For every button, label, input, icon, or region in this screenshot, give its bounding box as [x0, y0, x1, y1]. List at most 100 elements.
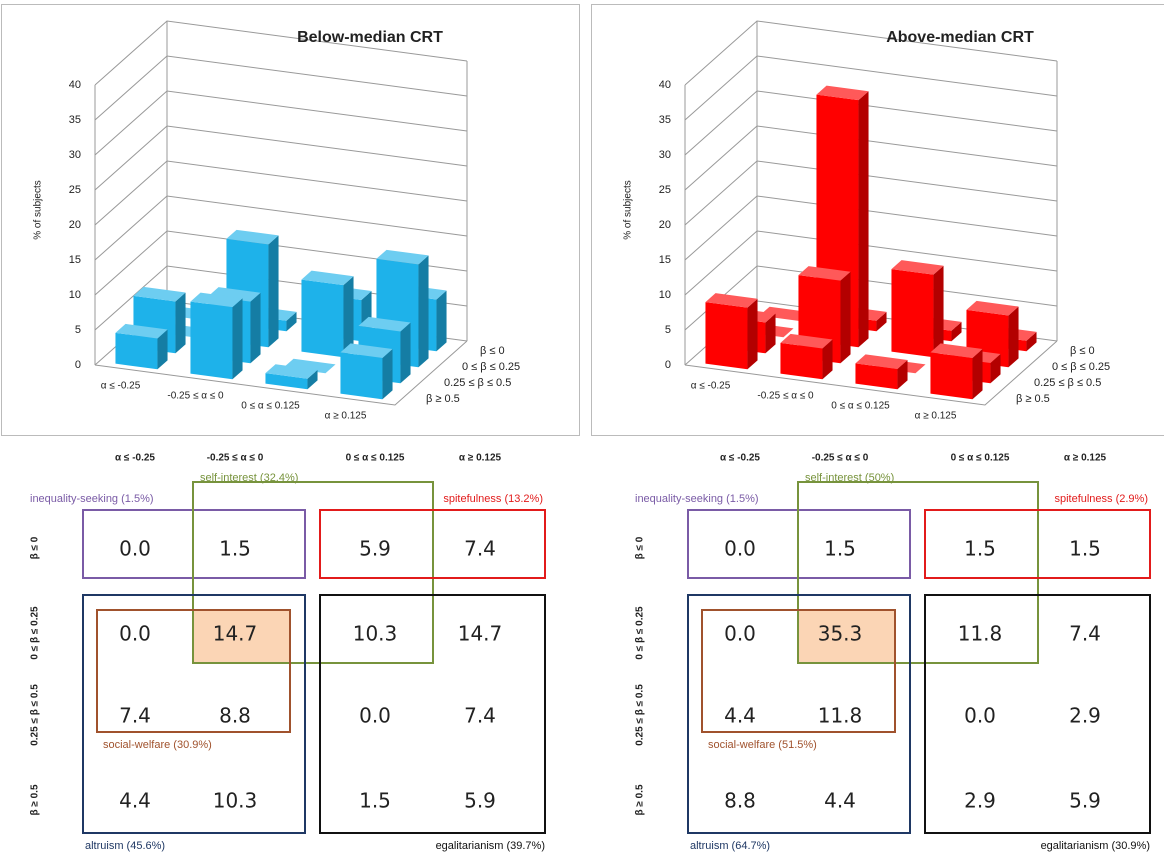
- column-header: α ≥ 0.125: [1064, 453, 1107, 464]
- depth-tick-label: β ≥ 0.5: [426, 393, 460, 405]
- group-label: spitefulness (13.2%): [443, 493, 543, 505]
- bar-side: [933, 266, 943, 358]
- bar: [190, 293, 242, 380]
- column-header: α ≤ -0.25: [115, 453, 155, 464]
- y-tick-label: 20: [659, 219, 671, 231]
- y-axis-label: % of subjects: [623, 180, 634, 239]
- cell-value: 1.5: [1069, 537, 1101, 561]
- x-tick-label: 0 ≤ α ≤ 0.125: [831, 401, 890, 412]
- cell-value: 1.5: [359, 789, 391, 813]
- bar-side: [436, 291, 446, 352]
- column-header: α ≤ -0.25: [720, 453, 760, 464]
- column-header: α ≥ 0.125: [459, 453, 502, 464]
- cell-value: 14.7: [213, 622, 258, 646]
- y-tick-label: 0: [75, 359, 81, 371]
- bar: [780, 334, 832, 379]
- x-tick-label: α ≥ 0.125: [915, 411, 957, 422]
- bar: [855, 354, 907, 389]
- x-tick-label: 0 ≤ α ≤ 0.125: [241, 401, 300, 412]
- cell-value: 5.9: [359, 537, 391, 561]
- depth-tick-label: β ≤ 0: [1070, 345, 1095, 357]
- cell-value: 8.8: [219, 704, 251, 728]
- cell-value: 0.0: [964, 704, 996, 728]
- x-tick-label: -0.25 ≤ α ≤ 0: [167, 391, 224, 402]
- cell-value: 1.5: [964, 537, 996, 561]
- y-tick-label: 10: [69, 289, 81, 301]
- bar: [115, 324, 167, 369]
- cell-value: 0.0: [724, 622, 756, 646]
- x-tick-label: α ≤ -0.25: [691, 381, 731, 392]
- column-header: 0 ≤ α ≤ 0.125: [951, 453, 1010, 464]
- cell-value: 11.8: [958, 622, 1003, 646]
- bar-front: [891, 269, 933, 357]
- group-label: altruism (64.7%): [690, 840, 770, 852]
- group-label: spitefulness (2.9%): [1054, 493, 1148, 505]
- bar-side: [232, 298, 242, 379]
- bar-side: [840, 272, 850, 364]
- y-tick-label: 20: [69, 219, 81, 231]
- group-label: self-interest (32.4%): [200, 472, 298, 484]
- bar-front: [780, 343, 822, 379]
- chart-title: Below-median CRT: [297, 29, 443, 46]
- cell-value: 2.9: [1069, 704, 1101, 728]
- row-header: β ≥ 0.5: [635, 784, 646, 815]
- column-header: -0.25 ≤ α ≤ 0: [812, 453, 869, 464]
- cell-value: 7.4: [119, 704, 151, 728]
- group-label: egalitarianism (39.7%): [436, 840, 545, 852]
- bar-side: [418, 255, 428, 367]
- bar: [340, 343, 392, 399]
- cell-value: 2.9: [964, 789, 996, 813]
- bar-side: [1008, 307, 1018, 368]
- column-header: -0.25 ≤ α ≤ 0: [207, 453, 264, 464]
- cell-value: 5.9: [1069, 789, 1101, 813]
- row-header: 0.25 ≤ β ≤ 0.5: [30, 684, 41, 746]
- cell-value: 35.3: [818, 622, 863, 646]
- cell-value: 4.4: [724, 704, 756, 728]
- bar-side: [747, 299, 757, 370]
- group-label: social-welfare (30.9%): [103, 739, 212, 751]
- y-tick-label: 15: [659, 254, 671, 266]
- y-tick-label: 30: [659, 149, 671, 161]
- row-header: β ≤ 0: [30, 536, 41, 559]
- x-tick-label: α ≥ 0.125: [325, 411, 367, 422]
- cell-value: 0.0: [119, 537, 151, 561]
- depth-tick-label: 0 ≤ β ≤ 0.25: [462, 361, 520, 373]
- x-tick-label: α ≤ -0.25: [101, 381, 141, 392]
- cell-value: 5.9: [464, 789, 496, 813]
- cell-value: 1.5: [219, 537, 251, 561]
- cell-value: 4.4: [824, 789, 856, 813]
- cell-value: 10.3: [353, 622, 398, 646]
- y-tick-label: 35: [659, 114, 671, 126]
- row-header: β ≤ 0: [635, 536, 646, 559]
- y-axis-label: % of subjects: [33, 180, 44, 239]
- bar-side: [268, 235, 278, 347]
- cell-value: 8.8: [724, 789, 756, 813]
- cell-value: 1.5: [824, 537, 856, 561]
- depth-tick-label: β ≤ 0: [480, 345, 505, 357]
- x-tick-label: -0.25 ≤ α ≤ 0: [757, 391, 814, 402]
- y-tick-label: 30: [69, 149, 81, 161]
- cell-value: 7.4: [1069, 622, 1101, 646]
- bar-front: [930, 352, 972, 399]
- depth-tick-label: 0.25 ≤ β ≤ 0.5: [1034, 377, 1101, 389]
- depth-tick-label: β ≥ 0.5: [1016, 393, 1050, 405]
- cell-value: 4.4: [119, 789, 151, 813]
- y-tick-label: 5: [665, 324, 671, 336]
- bar: [891, 260, 943, 357]
- bar-front: [301, 280, 343, 358]
- row-header: β ≥ 0.5: [30, 784, 41, 815]
- row-header: 0.25 ≤ β ≤ 0.5: [635, 684, 646, 746]
- y-tick-label: 40: [69, 79, 81, 91]
- cell-value: 0.0: [119, 622, 151, 646]
- y-tick-label: 15: [69, 254, 81, 266]
- chart-title: Above-median CRT: [886, 29, 1034, 46]
- depth-tick-label: 0 ≤ β ≤ 0.25: [1052, 361, 1110, 373]
- bar: [930, 343, 982, 399]
- bar-side: [858, 91, 868, 347]
- y-tick-label: 35: [69, 114, 81, 126]
- group-label: inequality-seeking (1.5%): [635, 493, 759, 505]
- y-tick-label: 5: [75, 324, 81, 336]
- cell-value: 11.8: [818, 704, 863, 728]
- group-label: self-interest (50%): [805, 472, 894, 484]
- group-label: social-welfare (51.5%): [708, 739, 817, 751]
